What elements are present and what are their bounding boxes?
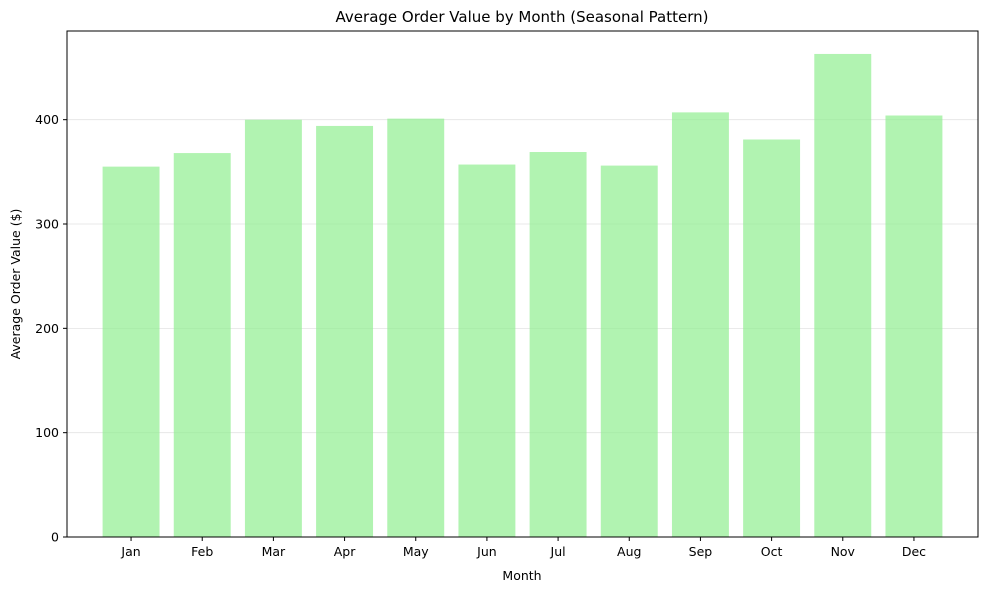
x-tick-label-mar: Mar [262, 544, 286, 559]
bar-sep [671, 112, 729, 537]
y-tick-label-400: 400 [35, 112, 59, 127]
x-tick-label-jul: Jul [550, 544, 566, 559]
bar-mar [244, 119, 302, 537]
x-tick-label-may: May [403, 544, 429, 559]
x-tick-label-dec: Dec [902, 544, 926, 559]
x-tick-label-jan: Jan [120, 544, 140, 559]
bar-oct [743, 139, 801, 537]
x-tick-label-nov: Nov [831, 544, 856, 559]
x-tick-label-feb: Feb [191, 544, 213, 559]
bars [102, 53, 943, 538]
y-axis-label: Average Order Value ($) [8, 209, 23, 360]
y-axis-ticks: 0 100 200 300 400 [35, 112, 67, 545]
y-tick-label-100: 100 [35, 425, 59, 440]
bar-aug [600, 165, 658, 537]
y-tick-label-300: 300 [35, 217, 59, 232]
x-axis-label: Month [502, 568, 541, 583]
x-tick-label-aug: Aug [617, 544, 641, 559]
y-tick-label-0: 0 [51, 530, 59, 545]
bar-nov [814, 53, 872, 537]
y-tick-label-200: 200 [35, 321, 59, 336]
bar-jun [458, 164, 516, 537]
x-tick-label-sep: Sep [689, 544, 713, 559]
chart-title: Average Order Value by Month (Seasonal P… [336, 8, 709, 26]
x-tick-label-apr: Apr [334, 544, 356, 559]
bar-may [387, 118, 445, 537]
x-axis-ticks: Jan Feb Mar Apr May Jun Jul Aug Sep Oct Nov Dec [120, 537, 926, 559]
bar-feb [173, 153, 231, 537]
bar-dec [885, 115, 943, 538]
bar-apr [316, 125, 374, 537]
x-tick-label-oct: Oct [761, 544, 783, 559]
x-tick-label-jun: Jun [476, 544, 497, 559]
bar-jul [529, 152, 587, 537]
bar-jan [102, 166, 160, 538]
plot-frame [66, 30, 979, 538]
